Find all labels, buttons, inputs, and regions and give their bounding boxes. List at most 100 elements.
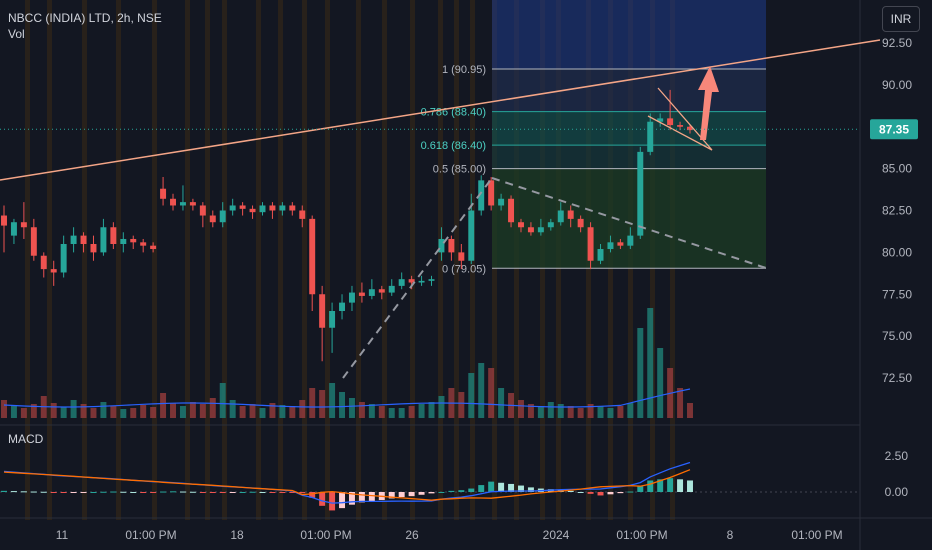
volume-bar [657, 348, 664, 418]
resistance-trendline [0, 39, 881, 181]
volume-label[interactable]: Vol [8, 27, 25, 41]
price-tick-label: 92.50 [882, 36, 912, 50]
candle-body [50, 269, 57, 273]
macd-histogram-bar [468, 488, 475, 492]
candle-body [329, 311, 336, 328]
fib-level-label: 0.5 (85.00) [433, 164, 486, 176]
price-tick-label: 77.50 [882, 287, 912, 301]
macd-histogram-bar [647, 480, 654, 492]
volume-bar [418, 404, 425, 418]
time-tick-label: 01:00 PM [616, 528, 667, 542]
session-stripe [25, 0, 30, 520]
volume-bar [468, 373, 475, 418]
symbol-title[interactable]: NBCC (INDIA) LTD, 2h, NSE [8, 11, 162, 25]
macd-label[interactable]: MACD [8, 432, 44, 446]
fib-level-label: 0.618 (86.40) [421, 140, 486, 152]
macd-histogram-bar [40, 491, 47, 493]
candle-body [239, 205, 246, 209]
volume-bar [368, 404, 375, 418]
macd-histogram-bar [199, 492, 206, 493]
candle-body [637, 151, 644, 236]
volume-bar [597, 406, 604, 418]
macd-histogram-bar [527, 487, 534, 492]
volume-bar [100, 402, 107, 418]
macd-histogram-bar [637, 486, 644, 492]
candle-body [388, 285, 395, 293]
volume-bar [140, 405, 147, 418]
candle-body [627, 235, 634, 246]
volume-bar [478, 363, 485, 418]
fib-zone-2 [492, 111, 766, 146]
macd-histogram-bar [110, 491, 117, 493]
macd-histogram-bar [617, 492, 624, 494]
session-stripe [152, 0, 157, 520]
volume-bar [110, 406, 117, 418]
currency-button[interactable]: INR [882, 6, 920, 32]
candle-body [607, 242, 614, 250]
candle-body [339, 302, 346, 311]
macd-histogram-bar [329, 492, 336, 511]
price-tick-label: 90.00 [882, 78, 912, 92]
macd-tick-label: 0.00 [885, 485, 909, 499]
session-stripe [325, 0, 330, 520]
macd-histogram-bar [687, 480, 693, 492]
volume-bar [20, 408, 27, 418]
macd-histogram-bar [219, 492, 226, 493]
macd-histogram-bar [677, 479, 684, 492]
candle-body [20, 222, 27, 228]
volume-bar [319, 390, 326, 418]
volume-bar [537, 406, 544, 418]
pennant-triangle [647, 87, 713, 151]
volume-bar [547, 402, 554, 418]
macd-histogram-bar [368, 492, 375, 502]
candle-body [378, 289, 385, 293]
time-tick-label: 18 [230, 528, 244, 542]
macd-histogram-bar [20, 491, 27, 493]
macd-histogram-bar [508, 483, 515, 492]
volume-bar [239, 406, 246, 418]
time-tick-label: 2024 [543, 528, 570, 542]
macd-histogram-bar [518, 485, 524, 492]
candle-body [368, 289, 375, 296]
candle-body [130, 238, 137, 243]
macd-histogram-bar [140, 492, 147, 493]
volume-bar [1, 400, 7, 418]
volume-bar [199, 404, 206, 418]
last-price-label: 87.35 [879, 122, 909, 136]
macd-histogram-bar [657, 479, 664, 492]
volume-bar [378, 406, 385, 418]
volume-bar [249, 404, 256, 418]
volume-bar [339, 392, 346, 418]
macd-histogram-bar [398, 492, 405, 498]
volume-bar [567, 406, 574, 418]
volume-bar [637, 328, 644, 418]
volume-bar [269, 403, 276, 418]
macd-histogram-bar [100, 491, 107, 493]
macd-histogram-bar [587, 492, 594, 494]
candle-body [348, 292, 355, 303]
macd-histogram-bar [189, 491, 196, 493]
macd-histogram-bar [448, 490, 455, 492]
time-tick-label: 11 [56, 528, 69, 542]
session-stripe [438, 0, 443, 520]
candle-body [408, 279, 415, 283]
candle-body [677, 125, 684, 127]
volume-bar [279, 405, 286, 418]
volume-bar [309, 388, 316, 418]
volume-bar [358, 402, 365, 418]
session-stripe [356, 0, 361, 520]
volume-bar [160, 393, 167, 418]
volume-bar [130, 408, 137, 418]
volume-bar [527, 404, 534, 418]
session-stripe [116, 0, 121, 520]
candle-body [577, 218, 584, 228]
macd-histogram-bar [249, 491, 256, 493]
macd-histogram-bar [607, 492, 614, 495]
macd-histogram-bar [567, 490, 574, 492]
volume-bar [329, 383, 336, 418]
candle-body [80, 235, 87, 244]
candle-body [319, 294, 326, 328]
session-stripe [278, 0, 283, 520]
